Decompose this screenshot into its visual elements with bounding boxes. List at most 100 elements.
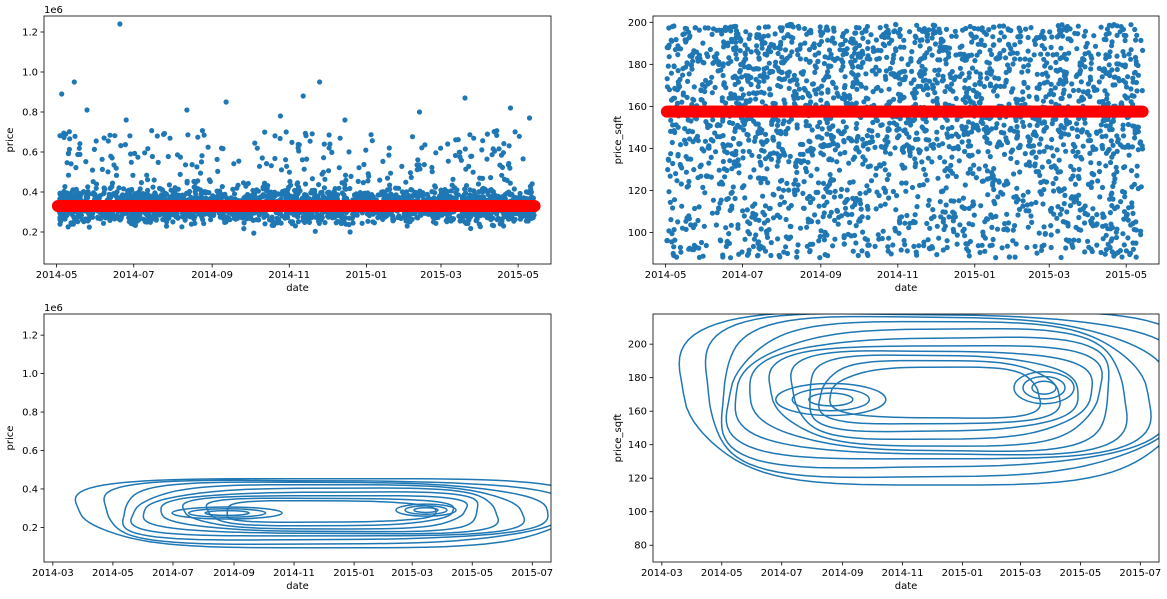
data-point [1130, 210, 1136, 216]
data-point [1088, 160, 1094, 166]
data-point [887, 120, 893, 126]
data-point [358, 196, 365, 202]
data-point [939, 124, 945, 130]
data-point [817, 119, 823, 125]
data-point [265, 196, 271, 202]
data-point [671, 64, 677, 70]
data-point [196, 211, 202, 217]
data-point [671, 227, 677, 233]
data-point [283, 191, 290, 197]
data-point [927, 225, 933, 231]
data-point [765, 33, 771, 39]
data-point [817, 24, 823, 30]
data-point [453, 137, 459, 143]
data-point [841, 91, 847, 97]
data-point [1099, 134, 1105, 140]
data-point [480, 138, 486, 144]
x-tick-label: 2015-01 [346, 270, 388, 281]
data-point [170, 219, 176, 225]
data-point [1013, 241, 1019, 247]
data-point [675, 151, 681, 158]
data-point [269, 222, 275, 228]
data-point [1094, 212, 1100, 218]
data-point [722, 148, 728, 154]
data-point [828, 209, 834, 215]
data-point [852, 154, 858, 160]
data-point [835, 128, 842, 134]
data-point [775, 118, 781, 124]
data-point [936, 142, 942, 148]
data-point [1028, 25, 1034, 31]
data-point [101, 191, 107, 197]
data-point [765, 217, 771, 223]
data-point [252, 140, 258, 146]
data-point [944, 244, 950, 251]
data-point [838, 42, 844, 48]
data-point [926, 197, 932, 203]
data-point [945, 173, 951, 179]
data-point [1104, 26, 1110, 32]
data-point [878, 122, 884, 128]
data-point [794, 169, 800, 175]
data-point [904, 248, 910, 254]
data-point [386, 152, 392, 158]
data-point [145, 177, 151, 183]
data-point [827, 189, 833, 195]
data-point [778, 39, 784, 45]
data-point [265, 183, 271, 189]
data-point [672, 47, 679, 53]
data-point [873, 71, 879, 77]
data-point [752, 134, 759, 141]
data-point [997, 83, 1004, 89]
data-point [664, 76, 670, 82]
data-point [934, 252, 940, 258]
data-point [953, 95, 959, 102]
data-point [719, 95, 725, 101]
data-point [943, 26, 950, 32]
data-point [516, 133, 522, 139]
data-point [775, 236, 781, 242]
data-point [777, 201, 783, 208]
data-point [468, 214, 474, 220]
data-point [321, 141, 327, 147]
data-point [821, 237, 828, 243]
data-point [853, 100, 859, 106]
data-point [777, 84, 784, 90]
data-point [193, 194, 199, 201]
data-point [295, 145, 301, 151]
data-point [1005, 180, 1011, 187]
data-point [854, 135, 861, 141]
data-point [971, 162, 977, 168]
data-point [1066, 237, 1072, 243]
data-point [488, 175, 494, 181]
data-point [306, 219, 312, 225]
data-point [263, 161, 270, 167]
data-point [456, 149, 462, 155]
data-point [762, 203, 769, 209]
data-point [776, 144, 782, 150]
data-point [1109, 39, 1115, 45]
data-point [1109, 154, 1115, 160]
data-point [1074, 127, 1080, 133]
data-point [396, 185, 402, 191]
data-point [82, 217, 88, 223]
data-point [805, 159, 811, 165]
data-point [1076, 192, 1082, 198]
data-point [780, 187, 787, 193]
data-point [1107, 122, 1113, 129]
data-point [198, 159, 205, 165]
data-point [1069, 81, 1075, 87]
data-point [1110, 118, 1116, 124]
data-point [1126, 152, 1132, 158]
data-point [198, 191, 204, 197]
data-point [132, 150, 138, 156]
data-point [971, 202, 977, 208]
data-point [409, 216, 415, 222]
data-point [179, 224, 185, 230]
data-point [406, 193, 412, 199]
data-point [727, 158, 733, 164]
data-point [879, 235, 885, 242]
data-point [747, 174, 753, 180]
data-point [1104, 92, 1110, 98]
data-point [791, 96, 797, 102]
